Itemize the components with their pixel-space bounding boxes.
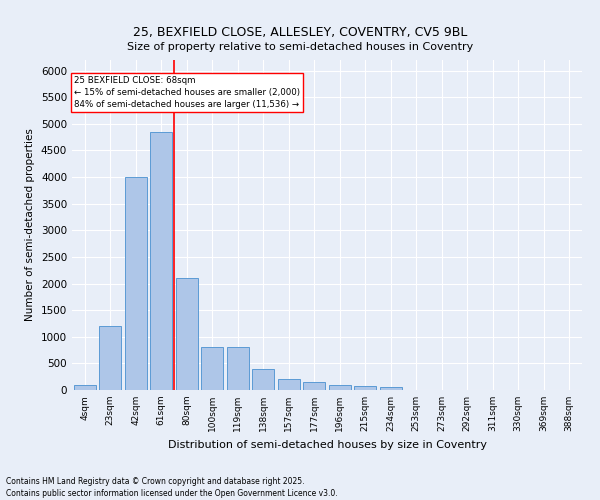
Bar [74,384,95,390]
Bar [278,379,299,390]
Bar [304,382,325,390]
Text: 25 BEXFIELD CLOSE: 68sqm
← 15% of semi-detached houses are smaller (2,000)
84% o: 25 BEXFIELD CLOSE: 68sqm ← 15% of semi-d… [74,76,300,108]
Bar [202,348,223,390]
Bar [227,348,248,390]
X-axis label: Distribution of semi-detached houses by size in Coventry: Distribution of semi-detached houses by … [167,440,487,450]
Text: Size of property relative to semi-detached houses in Coventry: Size of property relative to semi-detach… [127,42,473,52]
Text: 25, BEXFIELD CLOSE, ALLESLEY, COVENTRY, CV5 9BL: 25, BEXFIELD CLOSE, ALLESLEY, COVENTRY, … [133,26,467,39]
Bar [355,386,376,390]
Text: Contains HM Land Registry data © Crown copyright and database right 2025.
Contai: Contains HM Land Registry data © Crown c… [6,476,338,498]
Bar [125,177,146,390]
Bar [176,278,197,390]
Bar [151,132,172,390]
Bar [329,384,350,390]
Y-axis label: Number of semi-detached properties: Number of semi-detached properties [25,128,35,322]
Bar [380,387,401,390]
Bar [253,368,274,390]
Bar [100,326,121,390]
